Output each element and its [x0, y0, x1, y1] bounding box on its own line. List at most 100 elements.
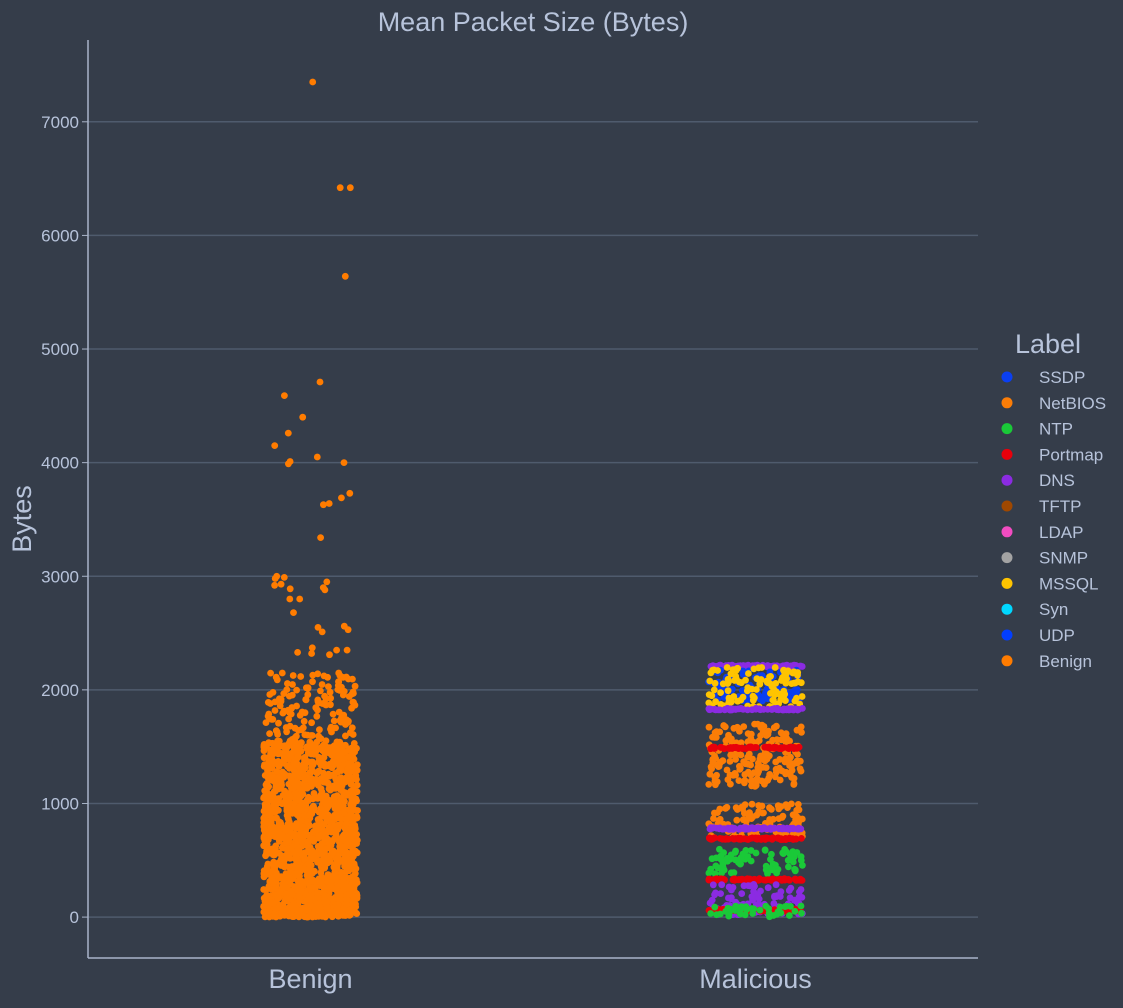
- malicious-point: [756, 906, 764, 914]
- benign-point: [278, 669, 286, 677]
- benign-point: [327, 694, 334, 702]
- benign-point: [304, 839, 312, 847]
- malicious-point: [745, 750, 753, 758]
- legend-label: SSDP: [1039, 368, 1085, 387]
- benign-point: [326, 688, 334, 696]
- benign-point: [320, 829, 328, 836]
- legend-label: Portmap: [1039, 445, 1103, 464]
- malicious-point: [781, 846, 789, 853]
- malicious-point: [793, 686, 801, 693]
- malicious-point: [749, 910, 757, 917]
- benign-point: [307, 902, 315, 909]
- benign-point: [317, 687, 324, 695]
- benign-point: [273, 728, 281, 736]
- benign-point: [271, 851, 278, 859]
- malicious-point: [741, 771, 749, 778]
- malicious-point: [797, 902, 805, 910]
- malicious-point: [747, 743, 755, 751]
- malicious-point: [791, 705, 799, 713]
- malicious-point: [716, 910, 724, 918]
- benign-point: [270, 802, 278, 810]
- benign-point: [260, 886, 268, 893]
- benign-point: [332, 775, 339, 782]
- benign-point: [312, 883, 319, 891]
- malicious-point: [768, 866, 776, 874]
- malicious-point: [729, 771, 737, 779]
- malicious-point: [727, 670, 735, 678]
- benign-point: [299, 823, 307, 831]
- malicious-point: [705, 723, 713, 731]
- malicious-point: [771, 705, 778, 712]
- benign-point: [266, 730, 273, 737]
- benign-point: [284, 743, 291, 751]
- benign-point: [327, 723, 335, 731]
- benign-point: [339, 674, 347, 681]
- benign-outlier-point: [284, 429, 292, 437]
- benign-point: [320, 769, 327, 777]
- benign-point: [266, 877, 274, 885]
- malicious-point: [710, 686, 718, 694]
- benign-point: [293, 686, 300, 694]
- benign-point: [280, 707, 288, 715]
- benign-point: [309, 678, 316, 686]
- benign-point: [281, 856, 288, 864]
- benign-point: [268, 776, 276, 784]
- benign-point: [348, 747, 356, 754]
- benign-point: [284, 897, 292, 905]
- benign-point: [342, 852, 349, 860]
- benign-outlier-point: [271, 575, 279, 582]
- benign-point: [306, 883, 314, 891]
- benign-point: [340, 874, 348, 882]
- malicious-point: [759, 697, 766, 705]
- malicious-point: [742, 847, 750, 854]
- malicious-point: [743, 906, 751, 913]
- benign-point: [290, 849, 298, 857]
- benign-point: [342, 732, 349, 740]
- malicious-point: [786, 894, 794, 902]
- malicious-point: [707, 910, 715, 917]
- malicious-point: [727, 751, 735, 759]
- benign-point: [339, 834, 347, 841]
- benign-point: [329, 758, 337, 766]
- benign-point: [312, 704, 320, 712]
- benign-point: [316, 879, 324, 886]
- benign-point: [260, 794, 268, 801]
- benign-point: [307, 732, 315, 739]
- benign-point: [314, 858, 321, 866]
- malicious-point: [793, 759, 801, 767]
- malicious-point: [798, 894, 806, 901]
- malicious-point: [750, 665, 758, 673]
- malicious-point: [767, 856, 774, 863]
- malicious-point: [745, 813, 753, 821]
- malicious-point: [798, 693, 806, 700]
- benign-outlier-point: [343, 646, 351, 654]
- benign-point: [329, 710, 337, 718]
- malicious-point: [711, 903, 719, 911]
- benign-point: [313, 712, 321, 720]
- benign-outlier-point: [313, 453, 321, 461]
- malicious-point: [722, 835, 730, 842]
- benign-point: [347, 804, 355, 812]
- benign-point: [297, 673, 305, 680]
- legend-marker: [1001, 526, 1013, 538]
- benign-point: [302, 890, 309, 897]
- malicious-point: [750, 888, 757, 895]
- benign-point: [304, 684, 312, 692]
- y-tick-label: 5000: [41, 340, 79, 359]
- malicious-point: [786, 912, 793, 919]
- malicious-point: [786, 851, 794, 859]
- malicious-point: [745, 670, 752, 677]
- malicious-point: [740, 824, 748, 832]
- benign-point: [293, 820, 300, 827]
- benign-outlier-point: [326, 651, 333, 659]
- benign-point: [305, 860, 312, 868]
- malicious-point: [781, 670, 789, 678]
- malicious-point: [748, 905, 756, 912]
- malicious-point: [781, 736, 788, 743]
- malicious-point: [739, 705, 747, 713]
- malicious-point: [772, 688, 780, 696]
- malicious-point: [755, 802, 763, 809]
- benign-outlier-point: [308, 644, 316, 652]
- benign-point: [284, 680, 291, 687]
- malicious-point: [716, 815, 724, 823]
